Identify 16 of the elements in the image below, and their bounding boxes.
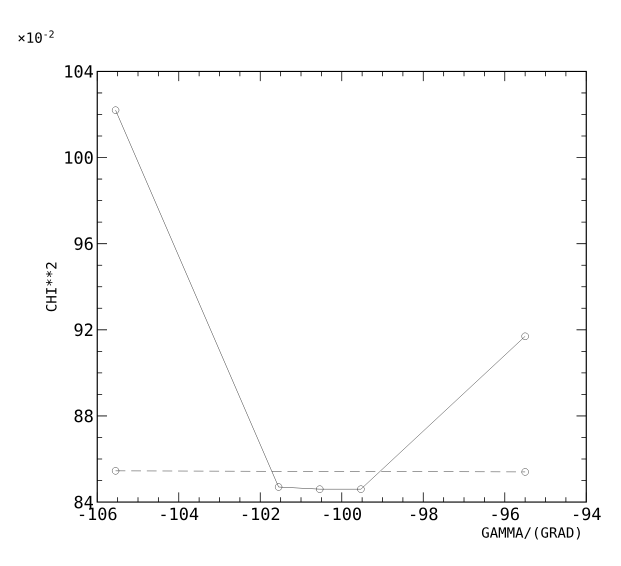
- x-tick-label: -100: [324, 507, 361, 520]
- text: ×10$^{-2}$: [18, 30, 54, 43]
- x-tick-label: -98: [410, 507, 438, 520]
- y-tick-label: 104: [65, 65, 93, 78]
- x-tick-label: -104: [161, 507, 198, 520]
- y-tick-label: 92: [74, 323, 92, 336]
- y-tick-label: 88: [74, 410, 93, 422]
- y-axis-title: CHI**2: [46, 262, 57, 312]
- y-tick-label: 84: [74, 496, 93, 508]
- x-tick-label: -96: [492, 507, 519, 520]
- x-tick-label: -102: [242, 507, 280, 520]
- x-tick-label: -94: [574, 507, 601, 520]
- y-tick-label: 100: [65, 151, 93, 164]
- y-tick-label: 96: [74, 237, 93, 250]
- x-tick-label: -106: [80, 507, 116, 520]
- x-axis-title: GAMMA/(GRAD): [482, 526, 580, 540]
